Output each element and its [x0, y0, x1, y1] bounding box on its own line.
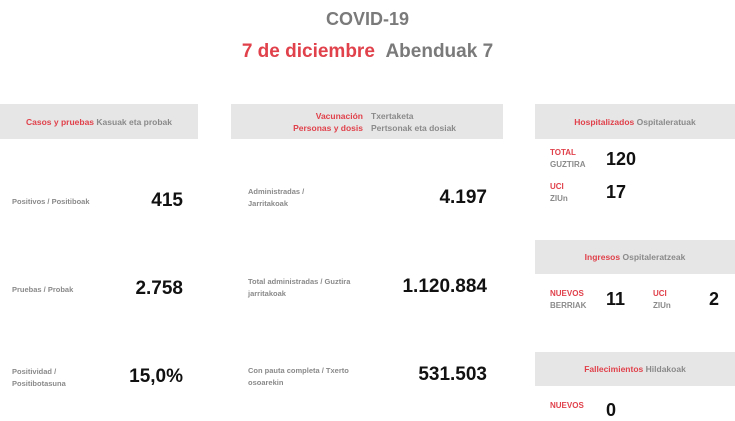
cases-header: Casos y pruebas Kasuak eta probak	[0, 104, 198, 139]
administered-label: Administradas / Jarritakoak	[248, 187, 305, 208]
hospital-uci-value: 17	[606, 182, 627, 202]
admissions-uci-label: UCI ZIUn	[653, 288, 671, 312]
hospital-header-es: Hospitalizados	[574, 116, 635, 127]
vaccination-header-es2: Personas y dosis	[293, 122, 363, 133]
positives-label: Positivos / Positiboak	[12, 197, 90, 206]
hospital-total-value: 120	[606, 149, 637, 169]
hospital-uci-label: UCI ZIUn	[550, 181, 568, 205]
vaccination-header-es1: Vacunación	[315, 110, 363, 121]
admissions-uci-value: 2	[709, 289, 720, 309]
admissions-header-eu: Ospitaleratzeak	[622, 252, 686, 262]
admissions-header-es: Ingresos	[584, 252, 621, 262]
deaths-header-eu: Hildakoak	[645, 364, 686, 374]
page-title: COVID-19	[325, 9, 410, 29]
cases-header-eu: Kasuak eta probak	[96, 116, 172, 127]
admissions-header: Ingresos Ospitaleratzeak	[535, 240, 735, 274]
hospital-header: Hospitalizados Ospitaleratuak	[535, 104, 735, 139]
total-administered-label: Total administradas / Guztira jarritakoa…	[248, 277, 351, 298]
admissions-new-value: 11	[606, 289, 626, 309]
total-eu: GUZTIRA	[550, 160, 586, 169]
adm-uci-es: UCI	[653, 289, 667, 298]
admissions-new-label: NUEVOS BERRIAK	[550, 288, 586, 312]
adm-uci-eu: ZIUn	[653, 301, 671, 310]
uci-eu: ZIUn	[550, 194, 568, 203]
deaths-new-label: NUEVOS	[550, 401, 584, 410]
tests-label: Pruebas / Probak	[12, 285, 74, 294]
positivity-value: 15,0%	[129, 366, 183, 387]
new-eu: BERRIAK	[550, 301, 587, 310]
deaths-new-value: 0	[606, 400, 617, 420]
vaccination-header: Vacunación Txertaketa Personas y dosis Per…	[231, 104, 503, 139]
total-es: TOTAL	[550, 148, 576, 157]
new-es: NUEVOS	[550, 289, 584, 298]
hospital-total-label: TOTAL GUZTIRA	[550, 147, 586, 171]
hospital-header-eu: Ospitaleratuak	[636, 116, 696, 127]
date-line: 7 de diciembre Abenduak 7	[0, 41, 735, 63]
positives-value: 415	[151, 190, 183, 211]
tests-value: 2.758	[135, 278, 183, 299]
date-es: 7 de diciembre	[241, 41, 375, 62]
date-eu: Abenduak 7	[385, 41, 494, 62]
uci-es: UCI	[550, 182, 564, 191]
deaths-header: Fallecimientos Hildakoak	[535, 352, 735, 386]
cases-header-es: Casos y pruebas	[26, 116, 95, 127]
administered-value: 4.197	[439, 187, 487, 208]
full-course-label: Con pauta completa / Txerto osoarekin	[248, 366, 349, 387]
total-administered-value: 1.120.884	[402, 276, 487, 297]
full-course-value: 531.503	[418, 364, 487, 385]
deaths-header-es: Fallecimientos	[584, 364, 644, 374]
vaccination-header-eu1: Txertaketa	[371, 110, 414, 121]
vaccination-header-eu2: Pertsonak eta dosiak	[371, 122, 457, 133]
positivity-label: Positividad / Positibotasuna	[12, 367, 66, 388]
